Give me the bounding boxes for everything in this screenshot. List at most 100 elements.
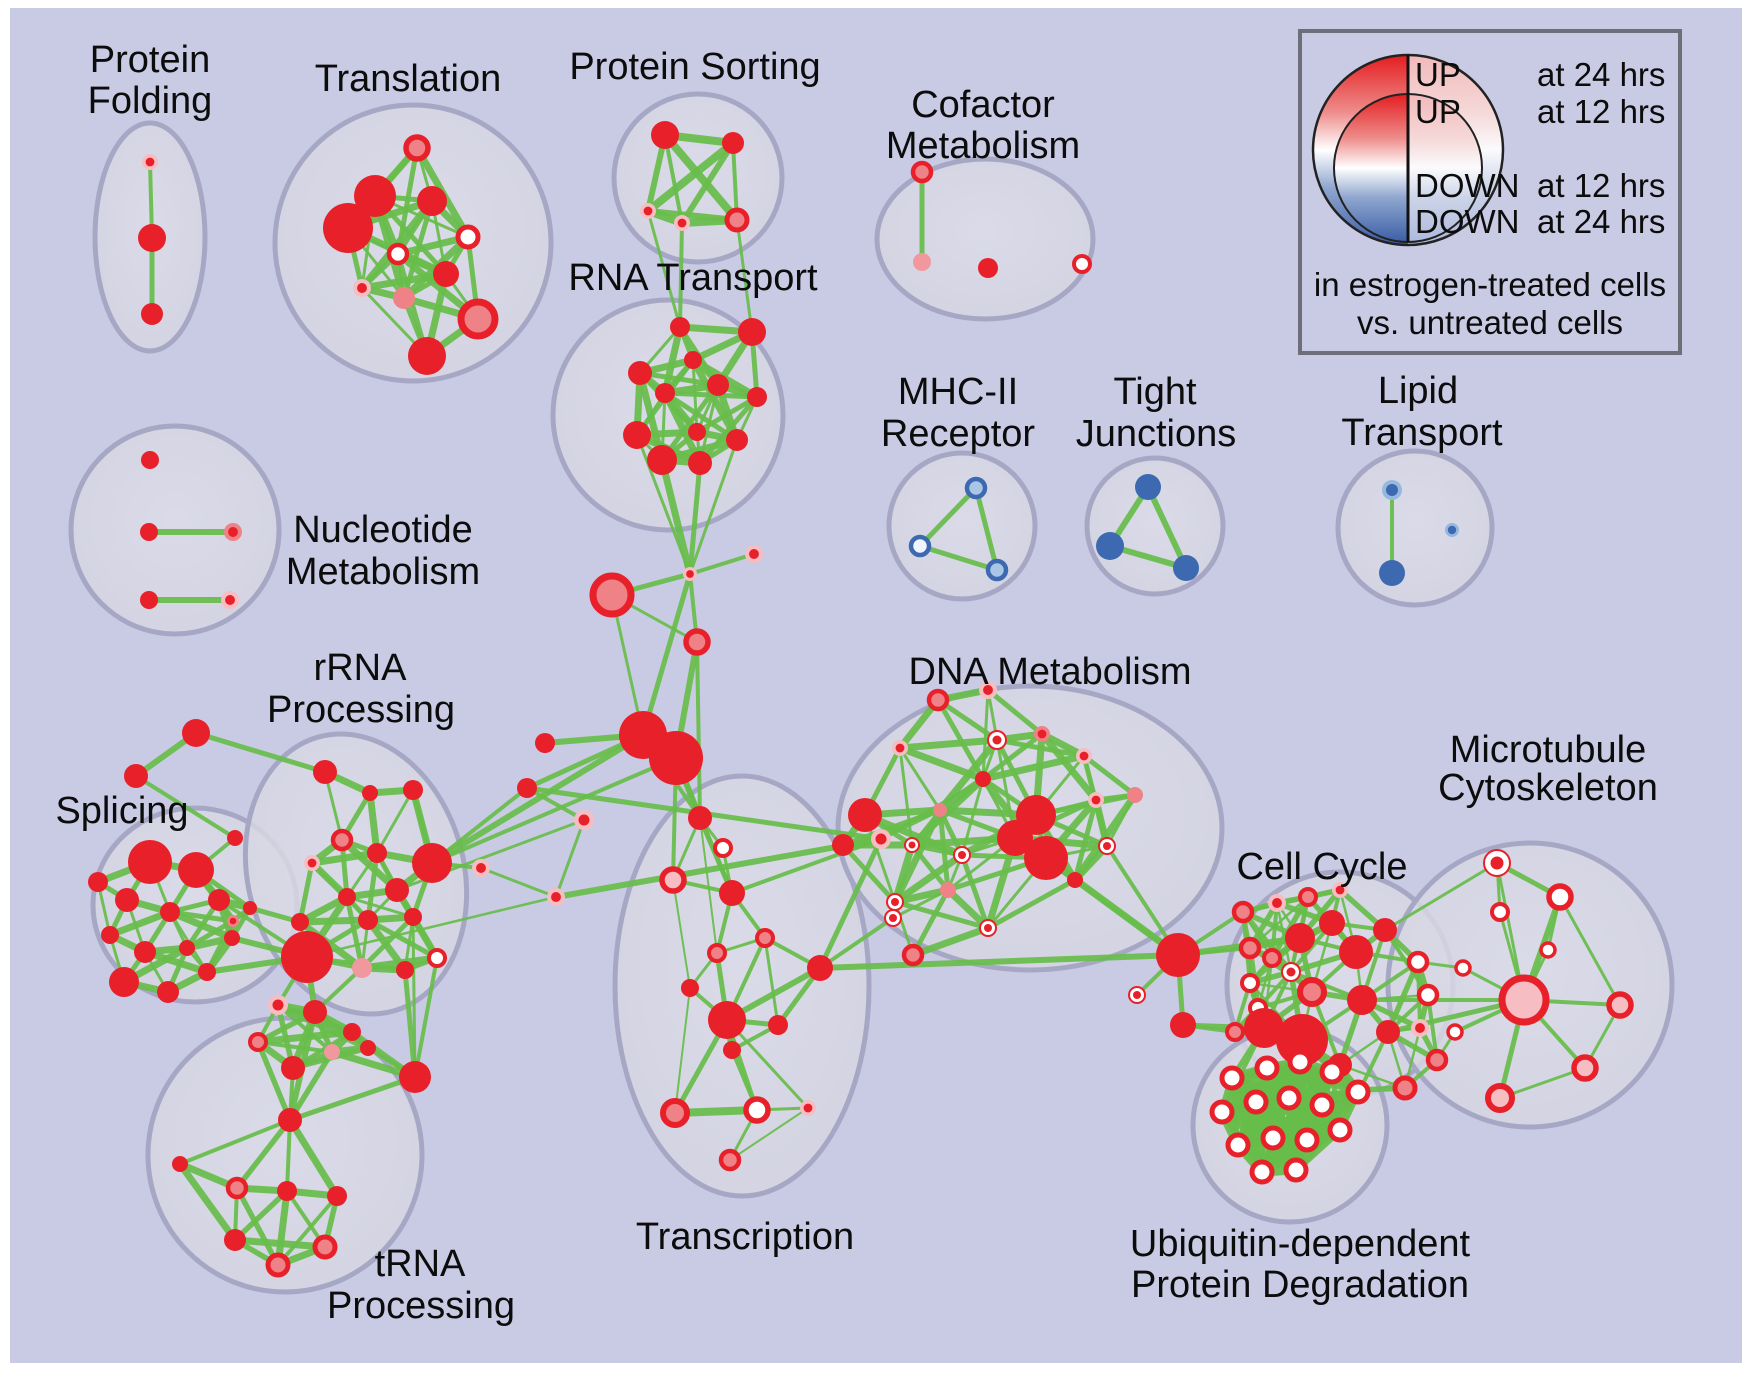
node-ring <box>1298 887 1318 907</box>
node-ring <box>1416 983 1440 1007</box>
node-ring <box>312 1234 338 1260</box>
bridge-edge <box>411 915 417 1079</box>
cluster-label-trna-0: tRNA <box>375 1243 466 1285</box>
edge-dna <box>892 899 991 931</box>
legend-direction-2: DOWN <box>1415 167 1519 204</box>
node-dot <box>124 764 148 788</box>
node-translation-5 <box>386 242 410 266</box>
node-ring <box>901 943 925 967</box>
node-tight-1 <box>1096 532 1124 560</box>
node-dot <box>688 423 706 441</box>
edge-trna <box>287 1074 418 1123</box>
node-dot <box>134 941 156 963</box>
node-dna-15 <box>1067 872 1083 888</box>
node-dot <box>385 878 409 902</box>
node-ring <box>1254 1055 1280 1081</box>
node-dot <box>688 451 712 475</box>
node-transcription-12 <box>743 1096 771 1124</box>
bridge-edge <box>430 756 678 865</box>
node-ring <box>1262 948 1282 968</box>
cluster-label-rrna-1: Processing <box>267 689 455 731</box>
legend-direction-3: DOWN <box>1415 203 1519 240</box>
legend-wheel-inner-right <box>1408 94 1482 242</box>
node-splicing-12 <box>243 901 257 915</box>
node-transcription-3 <box>719 880 745 906</box>
legend-time-0: at 24 hrs <box>1537 56 1665 93</box>
node-core <box>891 898 899 906</box>
edge-rrna <box>366 789 381 857</box>
edge-rrna <box>365 917 440 961</box>
node-ring <box>743 1096 771 1124</box>
node-rrna-11 <box>404 908 422 926</box>
bridge-edge <box>553 836 884 900</box>
node-rrna-12 <box>427 948 447 968</box>
edge-trna <box>176 1160 239 1244</box>
node-dot <box>1024 836 1068 880</box>
node-cellcycle-9 <box>1262 948 1282 968</box>
node-dot <box>623 421 651 449</box>
edge-splicing <box>106 908 174 939</box>
legend: UP at 24 hrs UP at 12 hrs DOWN at 12 hrs DOWN a… <box>1298 29 1682 355</box>
node-dna-9 <box>832 834 854 856</box>
node-rna_transport-11 <box>688 451 712 475</box>
node-rna_transport-6 <box>747 387 767 407</box>
node-ring <box>1283 1157 1309 1183</box>
edge-dna <box>861 811 966 859</box>
node-core <box>1490 856 1504 870</box>
node-trna-9 <box>172 1156 188 1172</box>
node-ring <box>964 476 988 500</box>
cluster-label-mhc-1: Receptor <box>881 413 1036 455</box>
node-dot <box>208 889 230 911</box>
node-protein_folding-2 <box>141 303 163 325</box>
edge-trna <box>276 1194 339 1267</box>
cluster-label-lipid-1: Transport <box>1341 412 1503 454</box>
node-ring <box>910 160 934 184</box>
node-trna-2 <box>343 1023 361 1041</box>
node-dot <box>408 337 446 375</box>
node-dot <box>1173 555 1199 581</box>
node-free-2 <box>589 572 635 618</box>
node-free-7 <box>517 778 537 798</box>
node-free-6 <box>535 733 555 753</box>
node-splicing-13 <box>88 872 108 892</box>
node-trna-5 <box>281 1056 305 1080</box>
cluster-label-protein_sorting-0: Protein Sorting <box>569 46 820 88</box>
node-core <box>895 743 905 753</box>
node-dna-20 <box>926 688 950 712</box>
node-ubiquitin-5 <box>1209 1099 1235 1125</box>
edge-rna_transport <box>637 370 721 388</box>
node-core <box>749 549 759 559</box>
cluster-label-ubiquitin-0: Ubiquitin-dependent <box>1130 1223 1471 1265</box>
node-transcription-4 <box>755 928 775 948</box>
node-dot <box>140 591 158 609</box>
node-splicing-1 <box>178 852 214 888</box>
node-cellcycle-13 <box>1225 1022 1245 1042</box>
node-protein_sorting-3 <box>674 215 690 231</box>
node-core <box>1133 991 1141 999</box>
node-dot <box>109 967 139 997</box>
node-transcription-8 <box>708 1001 746 1039</box>
bridge-edge <box>730 837 883 895</box>
node-dot <box>1347 985 1377 1015</box>
node-dot <box>719 880 745 906</box>
node-nucleotide-4 <box>221 591 239 609</box>
node-ring <box>1231 900 1255 924</box>
node-dot <box>243 901 257 915</box>
node-core <box>229 917 237 925</box>
node-dot <box>278 1108 302 1132</box>
node-dna-8 <box>848 798 882 832</box>
edge-free <box>554 818 586 899</box>
node-core <box>357 283 367 293</box>
node-dot <box>303 1000 327 1024</box>
edge-dna <box>1105 793 1137 848</box>
edge-transcription <box>699 817 718 954</box>
bridge-edge <box>817 836 884 971</box>
node-dot <box>1376 1020 1400 1044</box>
node-transcription-6 <box>681 979 699 997</box>
node-dot <box>975 771 991 787</box>
edge-trna <box>234 1185 281 1268</box>
node-dot <box>1339 935 1373 969</box>
node-dna-10 <box>904 837 920 853</box>
node-cellcycle-17 <box>1276 1014 1328 1066</box>
node-cellcycle-6 <box>1339 935 1373 969</box>
